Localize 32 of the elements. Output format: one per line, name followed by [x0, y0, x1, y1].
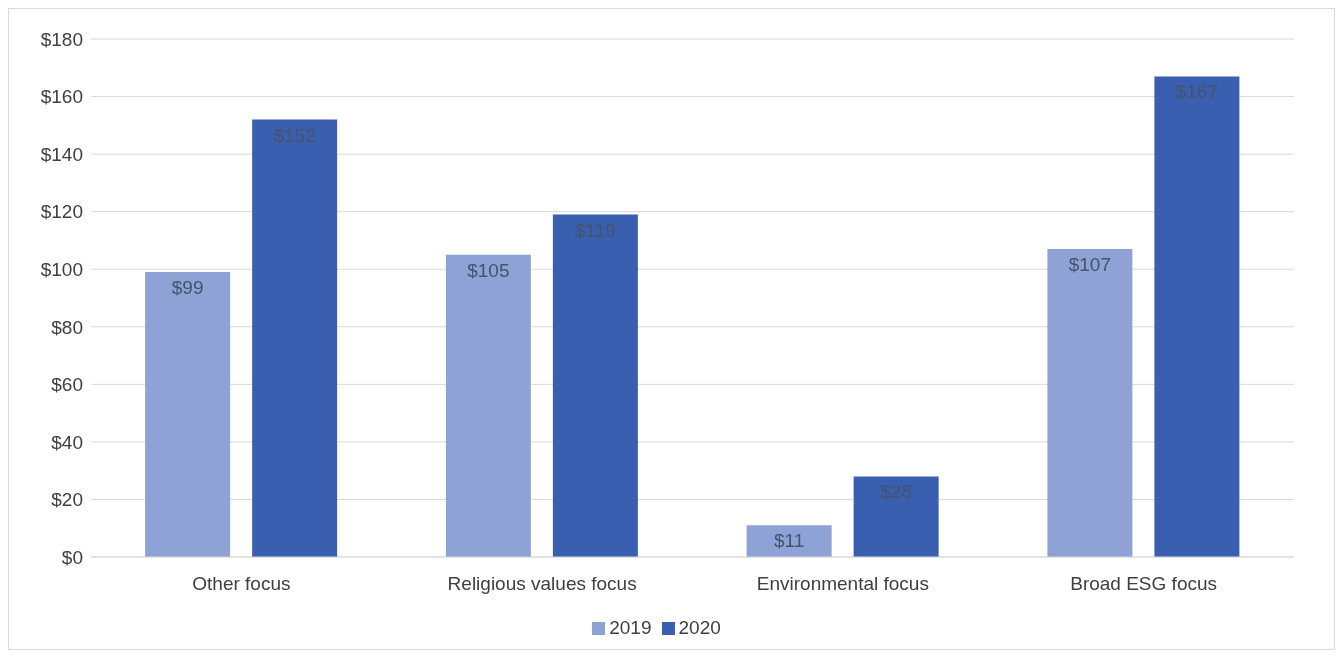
- data-label: $99: [171, 277, 204, 299]
- data-label: $11: [773, 530, 805, 552]
- y-tick-label: $20: [51, 489, 83, 511]
- y-tick-label: $140: [40, 143, 83, 165]
- x-tick-label: Environmental focus: [756, 573, 929, 595]
- bar: [445, 254, 531, 557]
- x-tick-label: Religious values focus: [447, 573, 637, 595]
- data-label: $107: [1068, 254, 1112, 276]
- data-label: $105: [467, 259, 510, 281]
- y-tick-label: $100: [40, 258, 83, 280]
- bar: [145, 272, 231, 557]
- y-tick-label: $60: [51, 374, 83, 396]
- x-tick-label: Other focus: [192, 573, 291, 595]
- x-tick-label: Broad ESG focus: [1070, 573, 1218, 595]
- bar: [746, 525, 832, 557]
- data-label: $152: [273, 124, 316, 146]
- y-tick-label: $80: [51, 316, 83, 338]
- y-tick-label: $0: [61, 546, 83, 568]
- y-tick-label: $40: [51, 431, 83, 453]
- legend-label: 2019: [609, 617, 652, 638]
- data-label: $119: [574, 219, 616, 241]
- y-tick-label: $180: [40, 28, 83, 50]
- bar: [853, 476, 939, 557]
- data-label: $28: [880, 481, 912, 503]
- bar: [1047, 249, 1133, 557]
- bar: [1154, 76, 1240, 557]
- data-label: $167: [1175, 81, 1219, 103]
- y-tick-label: $120: [40, 201, 83, 223]
- bar: [552, 214, 638, 557]
- legend-label: 2020: [678, 617, 721, 638]
- bar: [252, 119, 338, 557]
- y-tick-label: $160: [40, 86, 83, 108]
